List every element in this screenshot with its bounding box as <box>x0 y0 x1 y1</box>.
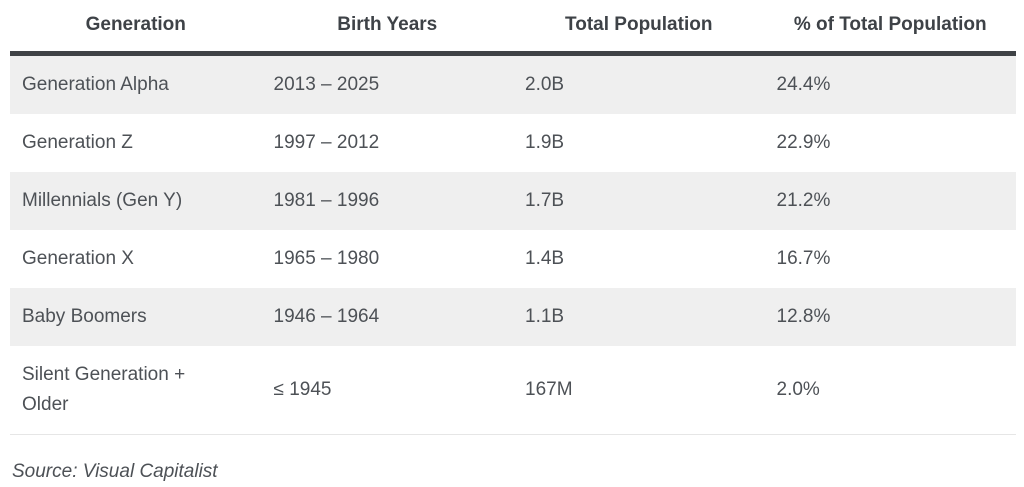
column-header-total-population: Total Population <box>513 0 765 56</box>
table-row: Generation X 1965 – 1980 1.4B 16.7% <box>10 230 1016 288</box>
table-body: Generation Alpha 2013 – 2025 2.0B 24.4% Gene… <box>10 53 1016 435</box>
header-row: Generation Birth Years Total Population … <box>10 0 1016 56</box>
cell-birth-years: 2013 – 2025 <box>261 53 513 114</box>
column-header-generation: Generation <box>10 0 262 56</box>
table-row: Generation Z 1997 – 2012 1.9B 22.9% <box>10 114 1016 172</box>
cell-generation: Generation Alpha <box>10 53 262 114</box>
cell-pct-of-total: 22.9% <box>776 132 831 153</box>
table-row: Baby Boomers 1946 – 1964 1.1B 12.8% <box>10 288 1016 346</box>
table-row: Silent Generation + Older ≤ 1945 167M 2.0% <box>10 346 1016 435</box>
cell-generation: Generation X <box>22 248 134 269</box>
generation-table: Generation Birth Years Total Population … <box>10 0 1016 435</box>
cell-total-population: 167M <box>525 379 573 400</box>
cell-birth-years: ≤ 1945 <box>273 379 332 400</box>
column-header-pct-of-total: % of Total Population <box>764 0 1016 56</box>
cell-total-population: 1.9B <box>525 132 565 153</box>
table-row: Generation Alpha 2013 – 2025 2.0B 24.4% <box>10 53 1016 114</box>
cell-birth-years: 1946 – 1964 <box>261 288 513 346</box>
source-attribution: Source: Visual Capitalist <box>12 461 218 482</box>
cell-pct-of-total: 2.0% <box>776 379 820 400</box>
cell-total-population: 1.4B <box>525 248 565 269</box>
cell-pct-of-total: 12.8% <box>764 288 1016 346</box>
cell-generation: Generation Z <box>22 132 133 153</box>
cell-total-population: 1.7B <box>513 172 765 230</box>
cell-pct-of-total: 16.7% <box>776 248 831 269</box>
cell-birth-years: 1997 – 2012 <box>273 132 380 153</box>
cell-pct-of-total: 24.4% <box>764 53 1016 114</box>
column-header-birth-years: Birth Years <box>261 0 513 56</box>
table-row: Millennials (Gen Y) 1981 – 1996 1.7B 21.2% <box>10 172 1016 230</box>
cell-pct-of-total: 21.2% <box>764 172 1016 230</box>
cell-total-population: 1.1B <box>513 288 765 346</box>
cell-generation: Baby Boomers <box>10 288 262 346</box>
cell-total-population: 2.0B <box>513 53 765 114</box>
cell-birth-years: 1981 – 1996 <box>261 172 513 230</box>
table-header: Generation Birth Years Total Population … <box>10 0 1016 56</box>
cell-generation: Silent Generation + Older <box>22 364 186 415</box>
cell-birth-years: 1965 – 1980 <box>273 248 380 269</box>
cell-generation: Millennials (Gen Y) <box>10 172 262 230</box>
